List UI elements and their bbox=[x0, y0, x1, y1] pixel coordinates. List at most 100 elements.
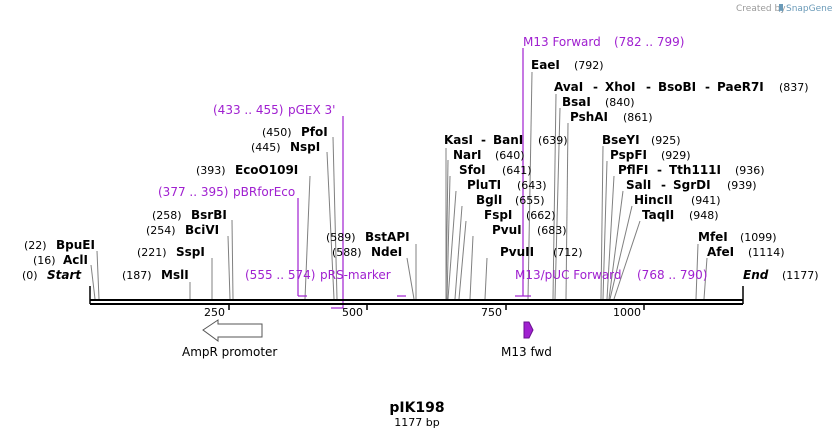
enzyme-name[interactable]: BpuEI bbox=[56, 238, 95, 252]
enzyme-separator: - bbox=[481, 133, 486, 147]
enzyme-pos: (837) bbox=[779, 81, 809, 94]
enzyme-pos: (1114) bbox=[748, 246, 785, 259]
enzyme-name[interactable]: EaeI bbox=[531, 58, 560, 72]
enzyme-pos: (655) bbox=[515, 194, 545, 207]
enzyme-name[interactable]: SfoI bbox=[459, 163, 486, 177]
enzyme-name[interactable]: PshAI bbox=[570, 110, 608, 124]
tick-label: 500 bbox=[342, 306, 363, 319]
enzyme-pos: (445) bbox=[251, 141, 281, 154]
enzyme-pos: (589) bbox=[326, 231, 356, 244]
primer-name[interactable]: M13/pUC Forward bbox=[515, 268, 622, 282]
enzyme-name[interactable]: PvuII bbox=[500, 245, 534, 259]
enzyme-name[interactable]: BanI bbox=[493, 133, 523, 147]
enzyme-pos: (22) bbox=[24, 239, 47, 252]
primer-range: (555 .. 574) bbox=[245, 268, 315, 282]
primer-range: (433 .. 455) bbox=[213, 103, 283, 117]
enzyme-pos: (450) bbox=[262, 126, 292, 139]
enzyme-pos: (393) bbox=[196, 164, 226, 177]
enzyme-name[interactable]: PluTI bbox=[467, 178, 501, 192]
enzyme-pos: (683) bbox=[537, 224, 567, 237]
scale-ticks: 250 500 750 1000 bbox=[204, 304, 645, 319]
enzyme-pos: (588) bbox=[332, 246, 362, 259]
ampr-promoter-arrow[interactable] bbox=[202, 319, 263, 342]
credit-brand: SnapGene bbox=[786, 4, 833, 14]
enzyme-name[interactable]: BsoBI bbox=[658, 80, 696, 94]
enzyme-name[interactable]: BseYI bbox=[602, 133, 640, 147]
enzyme-pos: (1099) bbox=[740, 231, 777, 244]
enzyme-name[interactable]: BsrBI bbox=[191, 208, 227, 222]
enzyme-name[interactable]: HincII bbox=[634, 193, 673, 207]
enzyme-name[interactable]: TaqII bbox=[642, 208, 674, 222]
enzyme-name[interactable]: PvuI bbox=[492, 223, 522, 237]
enzyme-name[interactable]: SspI bbox=[176, 245, 205, 259]
enzyme-pos: (643) bbox=[517, 179, 547, 192]
end-label: End bbox=[743, 268, 769, 282]
start-pos: (0) bbox=[22, 269, 38, 282]
enzyme-name[interactable]: KasI bbox=[444, 133, 473, 147]
primer-name[interactable]: pGEX 3' bbox=[288, 103, 335, 117]
enzyme-name[interactable]: AclI bbox=[63, 253, 88, 267]
enzyme-name[interactable]: PflFI bbox=[618, 163, 648, 177]
plasmid-length: 1177 bp bbox=[394, 416, 439, 429]
enzyme-name[interactable]: NdeI bbox=[371, 245, 402, 259]
enzyme-pos: (187) bbox=[122, 269, 152, 282]
tick-label: 750 bbox=[481, 306, 502, 319]
m13-fwd-arrow[interactable] bbox=[523, 321, 534, 339]
enzyme-name[interactable]: BsaI bbox=[562, 95, 591, 109]
enzyme-pos: (939) bbox=[727, 179, 757, 192]
primer-name[interactable]: pRS-marker bbox=[320, 268, 391, 282]
enzyme-separator: - bbox=[657, 163, 662, 177]
primer-range: (377 .. 395) bbox=[158, 185, 228, 199]
enzyme-name[interactable]: PaeR7I bbox=[717, 80, 764, 94]
tick-label: 1000 bbox=[613, 306, 641, 319]
enzyme-pos: (258) bbox=[152, 209, 182, 222]
enzyme-name[interactable]: FspI bbox=[484, 208, 512, 222]
enzyme-name[interactable]: PspFI bbox=[610, 148, 647, 162]
primer-name[interactable]: M13 Forward bbox=[523, 35, 601, 49]
enzyme-separator: - bbox=[705, 80, 710, 94]
primer-lines bbox=[297, 48, 531, 309]
primer-range: (782 .. 799) bbox=[614, 35, 684, 49]
leader-lines bbox=[90, 71, 708, 300]
enzyme-name[interactable]: XhoI bbox=[605, 80, 636, 94]
enzyme-name[interactable]: MslI bbox=[161, 268, 189, 282]
enzyme-name[interactable]: PfoI bbox=[301, 125, 328, 139]
enzyme-pos: (840) bbox=[605, 96, 635, 109]
enzyme-pos: (948) bbox=[689, 209, 719, 222]
enzyme-separator: - bbox=[646, 80, 651, 94]
enzyme-name[interactable]: AfeI bbox=[707, 245, 734, 259]
enzyme-pos: (712) bbox=[553, 246, 583, 259]
enzyme-name[interactable]: BstAPI bbox=[365, 230, 410, 244]
enzyme-pos: (941) bbox=[691, 194, 721, 207]
enzyme-pos: (936) bbox=[735, 164, 765, 177]
enzyme-separator: - bbox=[661, 178, 666, 192]
enzyme-name[interactable]: EcoO109I bbox=[235, 163, 298, 177]
enzyme-name[interactable]: Tth111I bbox=[669, 163, 721, 177]
enzyme-name[interactable]: NspI bbox=[290, 140, 320, 154]
enzyme-pos: (254) bbox=[146, 224, 176, 237]
enzyme-pos: (929) bbox=[661, 149, 691, 162]
enzyme-name[interactable]: SalI bbox=[626, 178, 651, 192]
credit-prefix: Created by bbox=[736, 4, 786, 14]
enzyme-pos: (861) bbox=[623, 111, 653, 124]
plasmid-name: pIK198 bbox=[389, 400, 444, 416]
enzyme-pos: (221) bbox=[137, 246, 167, 259]
feature-label: AmpR promoter bbox=[182, 345, 277, 359]
primer-name[interactable]: pBRforEco bbox=[233, 185, 295, 199]
enzyme-pos: (639) bbox=[538, 134, 568, 147]
enzyme-name[interactable]: BciVI bbox=[185, 223, 219, 237]
enzyme-pos: (925) bbox=[651, 134, 681, 147]
snapgene-logo-icon bbox=[779, 4, 783, 12]
enzyme-pos: (16) bbox=[33, 254, 56, 267]
enzyme-pos: (640) bbox=[495, 149, 525, 162]
tick-label: 250 bbox=[204, 306, 225, 319]
enzyme-pos: (641) bbox=[502, 164, 532, 177]
enzyme-name[interactable]: BglI bbox=[476, 193, 502, 207]
enzyme-pos: (792) bbox=[574, 59, 604, 72]
enzyme-separator: - bbox=[593, 80, 598, 94]
enzyme-name[interactable]: AvaI bbox=[554, 80, 583, 94]
enzyme-name[interactable]: SgrDI bbox=[673, 178, 711, 192]
enzyme-name[interactable]: NarI bbox=[453, 148, 482, 162]
enzyme-name[interactable]: MfeI bbox=[698, 230, 728, 244]
